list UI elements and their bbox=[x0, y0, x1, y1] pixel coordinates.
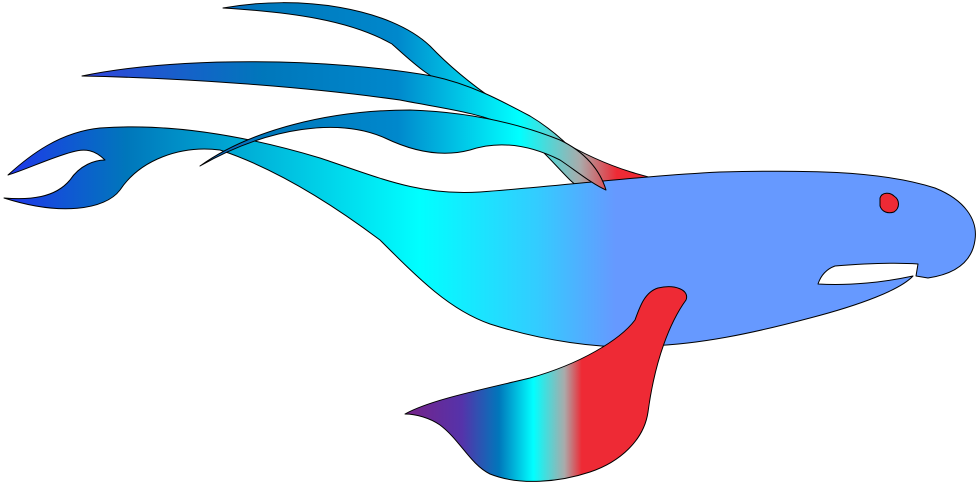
dorsal-fin-lower bbox=[199, 109, 607, 191]
fish-body bbox=[3, 126, 976, 348]
pectoral-fin bbox=[404, 286, 688, 482]
eye bbox=[879, 192, 899, 214]
